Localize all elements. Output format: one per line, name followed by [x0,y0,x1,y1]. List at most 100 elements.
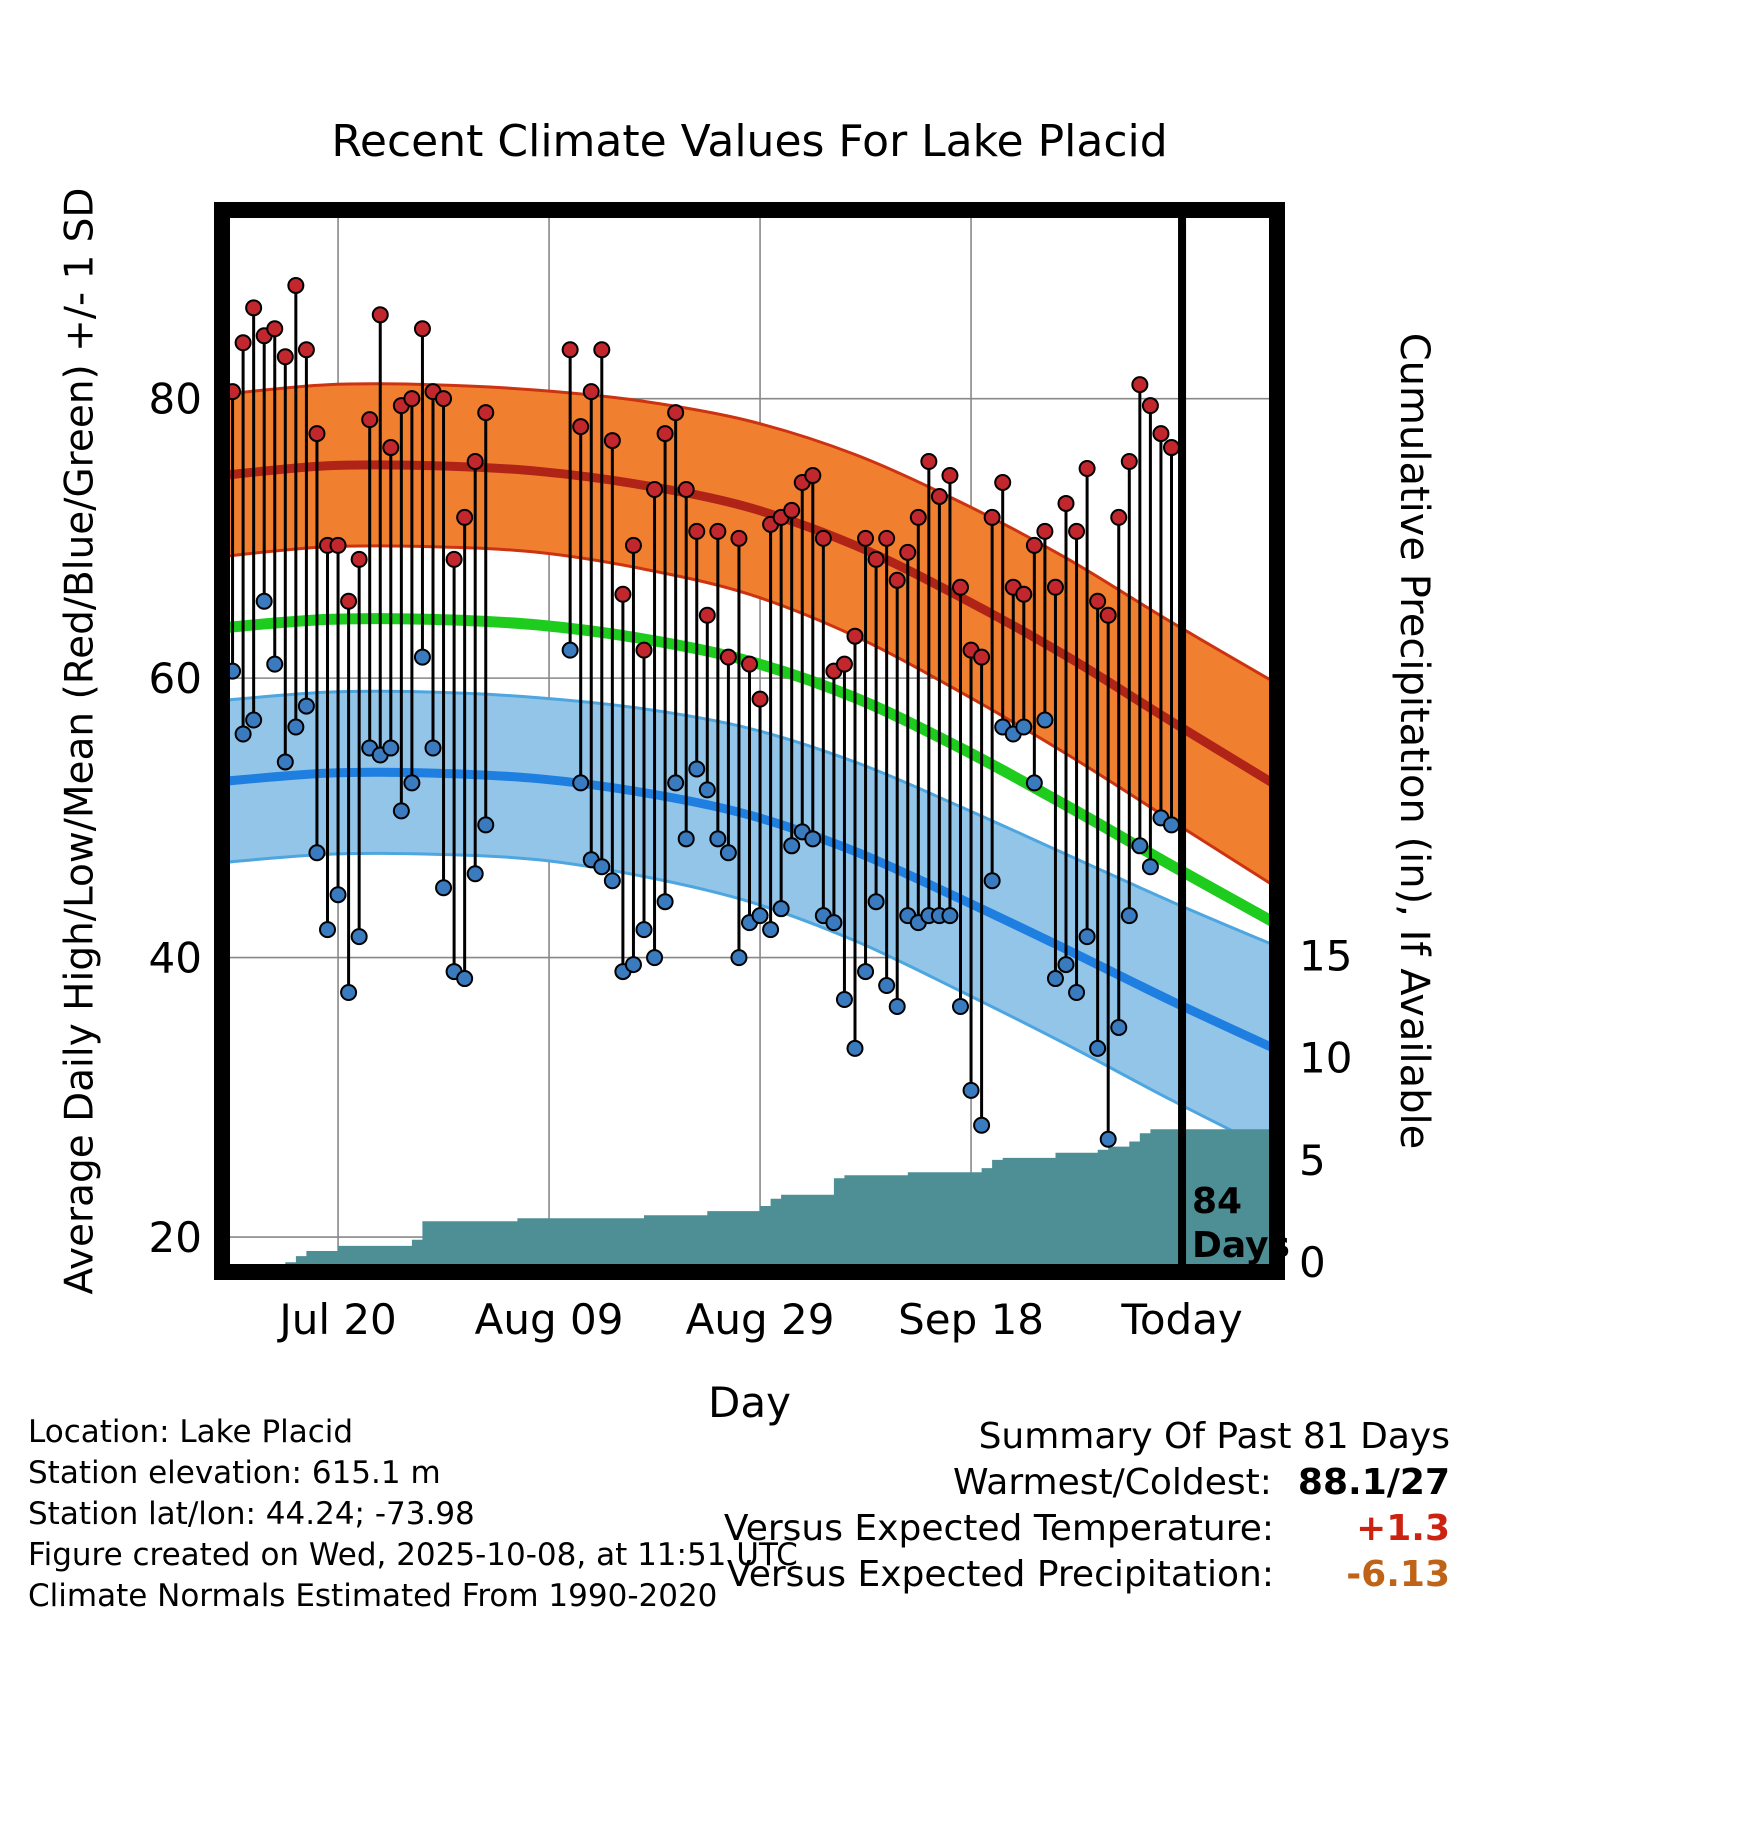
daily-low-dot [762,921,780,939]
daily-low-dot [751,907,769,925]
daily-low-dot [350,928,368,946]
daily-high-dot [635,641,653,659]
daily-low-dot [234,725,252,743]
daily-high-dot [234,334,252,352]
daily-low-dot [1036,711,1054,729]
warmest-coldest-value: 88.1/27 [1297,1462,1450,1503]
right-tick-label: 5 [1299,1136,1326,1185]
daily-high-dot [572,418,590,436]
daily-low-dot [804,830,822,848]
daily-high-dot [973,648,991,666]
daily-high-dot [477,404,495,422]
daily-low-dot [783,837,801,855]
x-tick-label: Aug 09 [475,1295,624,1344]
daily-low-dot [340,984,358,1002]
daily-high-dot [751,690,769,708]
daily-low-dot [329,886,347,904]
daily-low-dot [456,970,474,988]
daily-low-dot [276,753,294,771]
figure-created: Figure created on Wed, 2025-10-08, at 11… [28,1537,798,1573]
daily-high-dot [1120,453,1138,471]
daily-high-dot [1099,606,1117,624]
daily-high-dot [1131,376,1149,394]
daily-low-dot [287,718,305,736]
daily-high-dot [561,341,579,359]
daily-low-dot [667,774,685,792]
daily-low-dot [603,872,621,890]
left-axis-label: Average Daily High/Low/Mean (Red/Blue/Gr… [57,187,103,1295]
summary-panel: Summary Of Past 81 Days Warmest/Coldest:… [724,1414,1450,1598]
daily-high-dot [1057,494,1075,512]
normals-period: Climate Normals Estimated From 1990-2020 [28,1578,718,1614]
daily-high-dot [1046,578,1064,596]
daily-high-dot [276,348,294,366]
window-length-days: 84 [1192,1181,1243,1222]
daily-low-dot [846,1039,864,1057]
daily-high-dot [677,480,695,498]
daily-low-dot [983,872,1001,890]
daily-low-dot [561,641,579,659]
daily-high-dot [688,522,706,540]
daily-high-dot [340,592,358,610]
daily-low-dot [952,998,969,1015]
daily-high-dot [941,467,959,484]
daily-low-dot [1089,1039,1107,1057]
daily-low-dot [1068,984,1086,1002]
daily-high-dot [1163,439,1180,457]
daily-low-dot [392,802,410,820]
daily-high-dot [952,578,969,596]
daily-low-dot [962,1081,980,1099]
summary-row: Versus Expected Temperature: +1.3 [724,1506,1450,1552]
daily-high-dot [698,606,716,624]
daily-high-dot [804,467,822,484]
daily-low-dot [867,893,885,911]
daily-low-dot [730,949,748,967]
daily-low-dot [688,760,706,778]
daily-low-dot [572,774,590,792]
daily-high-dot [783,501,801,519]
daily-high-dot [624,536,642,554]
daily-high-dot [593,341,611,359]
daily-high-dot [1025,536,1043,554]
daily-high-dot [646,480,664,498]
station-location: Location: Lake Placid [28,1414,354,1450]
daily-high-dot [1110,508,1128,526]
daily-high-dot [888,571,906,589]
daily-low-dot [1120,907,1138,925]
left-tick-label: 80 [149,375,202,424]
right-tick-label: 0 [1299,1238,1326,1287]
x-tick-label: Aug 29 [686,1295,835,1344]
right-tick-label: 10 [1299,1034,1352,1083]
daily-high-dot [371,306,389,324]
x-tick-label: Today [1120,1295,1242,1344]
daily-low-dot [635,921,653,939]
daily-high-dot [920,453,938,471]
summary-title: Summary Of Past 81 Days [978,1416,1450,1457]
right-axis-label: Cumulative Precipitation (in), If Availa… [1391,332,1437,1150]
daily-high-dot [287,276,305,294]
tick-labels: Jul 20 Aug 09 Aug 29 Sep 18 Today 20 40 60 80 0 5 1… [149,375,1353,1344]
station-elevation: Station elevation: 615.1 m [28,1455,441,1491]
daily-low-dot [1163,816,1180,834]
daily-high-dot [899,543,917,561]
daily-high-dot [835,655,853,673]
daily-low-dot [677,830,695,848]
daily-low-dot [1015,718,1033,736]
daily-high-dot [382,439,400,457]
daily-high-dot [1036,522,1054,540]
daily-high-dot [1015,585,1033,603]
window-length-unit: Days [1192,1225,1290,1266]
x-tick-label: Jul 20 [276,1295,396,1344]
daily-high-dot [350,550,368,568]
daily-high-dot [1089,592,1107,610]
daily-high-dot [667,404,685,422]
plot-border [214,202,1285,1280]
daily-low-dot [835,991,853,1009]
daily-low-dot [1131,837,1149,855]
daily-high-dot [656,425,674,443]
daily-low-dot [1141,858,1159,876]
daily-high-dot [435,390,453,408]
daily-low-dot [477,816,495,834]
